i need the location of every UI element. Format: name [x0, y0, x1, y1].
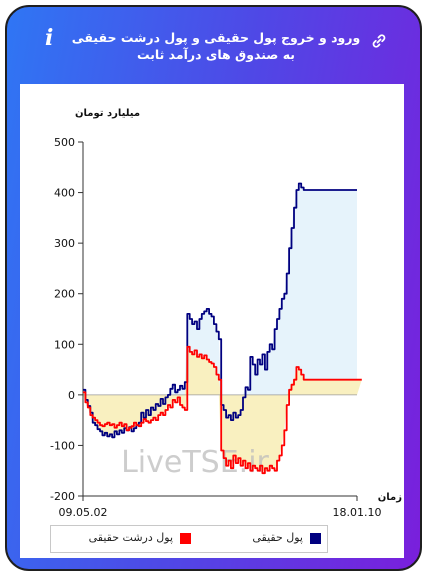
legend-item-real-money[interactable]: پول حقیقی — [201, 531, 321, 547]
x-tick-label-start: 09.05.02 — [59, 506, 108, 519]
y-axis-label: میلیارد تومان — [75, 108, 140, 119]
y-tick-label: 100 — [54, 338, 75, 351]
legend-label-real-money: پول حقیقی — [252, 531, 303, 544]
y-tick-label: -200 — [50, 490, 75, 503]
big-money-positive-fill — [83, 346, 362, 395]
chart-title: ورود و خروج پول حقیقی و پول درشت حقیقی ب… — [71, 30, 361, 62]
y-tick-label: -100 — [50, 439, 75, 452]
chart-panel: LiveTSE.ir -200 -100 0 100 200 300 400 500 میلیا… — [20, 84, 404, 558]
info-icon[interactable]: i — [45, 25, 54, 51]
y-tick-label: 0 — [68, 389, 75, 402]
series-line-real-money — [83, 182, 357, 439]
positive-area-fill — [83, 183, 357, 395]
link-icon[interactable] — [371, 33, 387, 49]
y-tick-label: 300 — [54, 237, 75, 250]
legend-swatch-real-money — [310, 533, 321, 544]
legend-label-big-real-money: پول درشت حقیقی — [88, 531, 173, 544]
chart-card: i ورود و خروج پول حقیقی و پول درشت حقیقی… — [5, 5, 422, 571]
y-tick-label: 200 — [54, 288, 75, 301]
x-axis-label: زمان — [378, 492, 402, 503]
card-header: i ورود و خروج پول حقیقی و پول درشت حقیقی… — [7, 7, 420, 79]
y-tick-label: 400 — [54, 187, 75, 200]
chart-svg: LiveTSE.ir -200-1000100200300400500میلیا… — [50, 108, 402, 519]
legend-swatch-big-real-money — [180, 533, 191, 544]
x-tick-label-end: 18.01.10 — [333, 506, 382, 519]
legend: پول حقیقی پول درشت حقیقی — [50, 525, 328, 553]
series-line-big-real-money — [83, 345, 362, 475]
legend-item-big-real-money[interactable]: پول درشت حقیقی — [61, 531, 191, 547]
y-tick-label: 500 — [54, 136, 75, 149]
